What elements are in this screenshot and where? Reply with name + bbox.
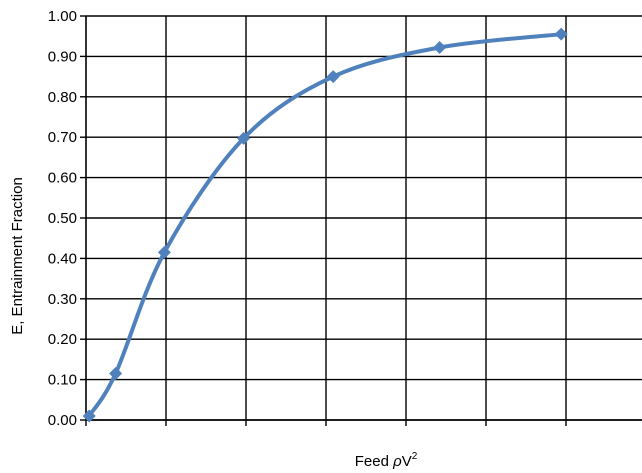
- series: [82, 27, 568, 423]
- data-point-marker: [237, 131, 251, 145]
- y-axis-label: E, Entrainment Fraction: [9, 177, 26, 335]
- y-tick-label: 0.90: [48, 48, 77, 65]
- data-point-marker: [157, 245, 171, 259]
- y-tick-label: 0.70: [48, 129, 77, 146]
- y-tick-label: 0.50: [48, 210, 77, 227]
- y-tick-label: 0.20: [48, 331, 77, 348]
- y-tick-label: 0.10: [48, 372, 77, 389]
- x-axis-label: Feed ρV2: [355, 451, 418, 470]
- y-tick-label: 1.00: [48, 8, 77, 25]
- y-tick-labels: 0.00 0.10 0.20 0.30 0.40 0.50 0.60 0.70 0.80 0.90…: [48, 8, 77, 429]
- data-point-marker: [554, 27, 568, 41]
- data-point-marker: [109, 367, 123, 381]
- data-point-marker: [82, 409, 96, 423]
- rho-symbol: ρ: [392, 453, 402, 470]
- y-tick-label: 0.00: [48, 412, 77, 429]
- axes: [80, 15, 642, 426]
- grid: [86, 15, 642, 421]
- superscript-2: 2: [412, 451, 418, 462]
- y-tick-label: 0.60: [48, 170, 77, 187]
- y-tick-label: 0.80: [48, 89, 77, 106]
- y-tick-label: 0.40: [48, 250, 77, 267]
- data-point-marker: [433, 41, 447, 55]
- y-tick-label: 0.30: [48, 291, 77, 308]
- data-point-marker: [326, 70, 340, 84]
- series-line: [87, 32, 564, 418]
